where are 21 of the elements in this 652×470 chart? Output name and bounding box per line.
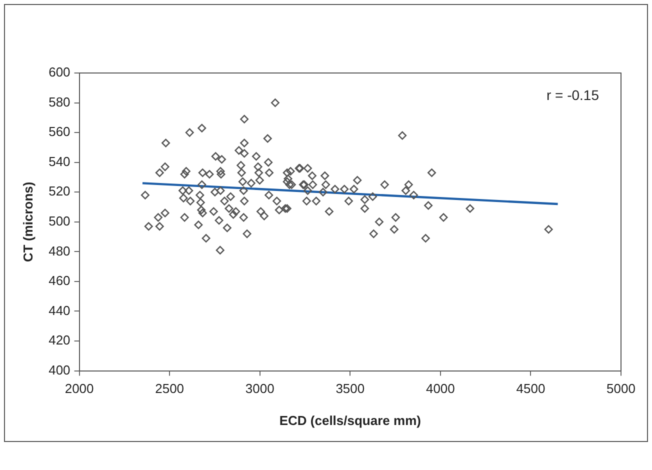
y-tick-label: 520 bbox=[48, 184, 70, 199]
y-tick-label: 440 bbox=[48, 302, 70, 318]
y-tick-label: 480 bbox=[48, 243, 70, 258]
x-tick-label: 2000 bbox=[64, 381, 94, 396]
y-tick-label: 540 bbox=[48, 154, 70, 169]
x-tick-label: 3000 bbox=[245, 381, 274, 396]
annotation: r = -0.15 bbox=[546, 86, 600, 103]
y-tick-label: 420 bbox=[48, 332, 70, 348]
y-tick-label: 400 bbox=[48, 362, 70, 378]
y-tick-label: 500 bbox=[48, 213, 70, 228]
x-axis-title: ECD (cells/square mm) bbox=[279, 412, 421, 428]
x-tick-label: 4500 bbox=[516, 381, 546, 396]
x-tick-label: 2500 bbox=[155, 381, 184, 396]
y-tick-label: 560 bbox=[48, 124, 70, 140]
x-tick-label: 3500 bbox=[336, 381, 365, 396]
y-tick-label: 460 bbox=[48, 273, 70, 288]
y-axis-title: CT (microns) bbox=[20, 182, 36, 262]
x-tick-label: 5000 bbox=[606, 381, 636, 396]
x-tick-label: 4000 bbox=[426, 381, 455, 396]
y-tick-label: 600 bbox=[48, 64, 70, 80]
y-tick-label: 580 bbox=[48, 94, 70, 110]
